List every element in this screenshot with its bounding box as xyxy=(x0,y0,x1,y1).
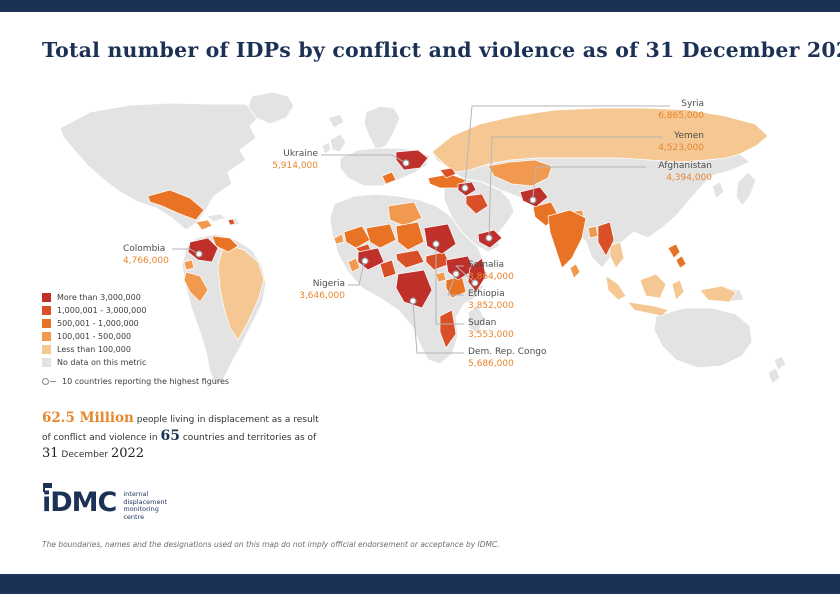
callout-afghanistan: Afghanistan 4,394,000 xyxy=(658,161,712,184)
callout-country: Ethiopia xyxy=(468,289,505,299)
tagline-line: displacement xyxy=(123,497,168,506)
leader-lines xyxy=(172,105,670,354)
legend-label: More than 3,000,000 xyxy=(57,293,141,302)
disclaimer-footnote: The boundaries, names and the designatio… xyxy=(42,540,500,549)
legend-note: 10 countries reporting the highest figur… xyxy=(42,377,252,386)
callout-value: 5,914,000 xyxy=(272,160,318,171)
summary-country-count: 65 xyxy=(160,428,180,444)
idmc-flag-icon xyxy=(43,483,52,492)
callout-country: Somalia xyxy=(468,260,505,270)
callout-yemen: Yemen 4,523,000 xyxy=(658,131,704,154)
legend-item: 1,000,001 - 3,000,000 xyxy=(42,305,252,316)
callout-country: Sudan xyxy=(468,318,497,328)
idmc-logo: iDMC internal displacement monitoring ce… xyxy=(42,483,167,521)
summary-line-2-pre: of conflict and violence in xyxy=(42,433,158,443)
summary-text: 62.5 Million people living in displaceme… xyxy=(42,410,372,463)
callout-country: Yemen xyxy=(674,131,704,141)
summary-line-2: of conflict and violence in 65 countries… xyxy=(42,428,372,446)
callout-country: Nigeria xyxy=(312,279,345,289)
legend-swatch xyxy=(42,293,51,302)
legend-swatch xyxy=(42,319,51,328)
legend-label: No data on this metric xyxy=(57,358,147,367)
idmc-logo-text: iDMC xyxy=(42,487,117,518)
legend-item: No data on this metric xyxy=(42,357,252,368)
legend-label: Less than 100,000 xyxy=(57,345,131,354)
callout-colombia: Colombia 4,766,000 xyxy=(123,244,169,267)
callout-country: Dem. Rep. Congo xyxy=(468,347,547,357)
callout-country: Syria xyxy=(681,99,704,109)
callout-ethiopia: Ethiopia 3,852,000 xyxy=(468,289,514,312)
callout-value: 5,686,000 xyxy=(468,358,514,369)
callout-sudan: Sudan 3,553,000 xyxy=(468,318,514,341)
legend-label: 100,001 - 500,000 xyxy=(57,332,132,341)
idmc-logo-tagline: internal displacement monitoring centre xyxy=(123,490,168,521)
idmc-logo-wordmark: iDMC xyxy=(42,483,117,518)
world-map-countries xyxy=(147,107,769,349)
callout-country: Afghanistan xyxy=(658,161,712,171)
legend-swatch xyxy=(42,358,51,367)
callout-country: Colombia xyxy=(123,244,166,254)
callout-somalia: Somalia 3,864,000 xyxy=(468,260,514,283)
page-title: Total number of IDPs by conflict and vio… xyxy=(42,38,840,62)
callout-value: 3,852,000 xyxy=(468,300,514,311)
tagline-line: monitoring xyxy=(123,505,159,513)
callout-value: 3,553,000 xyxy=(468,329,514,340)
legend-item: More than 3,000,000 xyxy=(42,292,252,303)
summary-date-year: 2022 xyxy=(110,446,145,461)
circle-marker-icon xyxy=(42,378,49,385)
summary-date-month: December xyxy=(61,450,109,460)
summary-line-1: 62.5 Million people living in displaceme… xyxy=(42,410,372,428)
top-border-bar xyxy=(0,0,840,12)
callout-value: 4,523,000 xyxy=(658,142,704,153)
callout-drc: Dem. Rep. Congo 5,686,000 xyxy=(468,347,547,370)
callout-country: Ukraine xyxy=(283,149,318,159)
callout-syria: Syria 6,865,000 xyxy=(658,99,704,122)
bottom-border-bar xyxy=(0,574,840,594)
country-markers xyxy=(195,159,537,305)
legend-item: Less than 100,000 xyxy=(42,344,252,355)
legend-item: 100,001 - 500,000 xyxy=(42,331,252,342)
tagline-line: internal xyxy=(123,490,149,498)
legend-swatch xyxy=(42,345,51,354)
map-legend: More than 3,000,000 1,000,001 - 3,000,00… xyxy=(42,292,252,386)
callout-value: 4,394,000 xyxy=(666,172,712,183)
legend-note-label: 10 countries reporting the highest figur… xyxy=(62,377,230,386)
summary-line-1-text: people living in displacement as a resul… xyxy=(136,415,319,425)
callout-value: 3,646,000 xyxy=(299,290,345,301)
dash-icon xyxy=(50,381,56,382)
callout-ukraine: Ukraine 5,914,000 xyxy=(272,149,318,172)
tagline-line: centre xyxy=(123,512,145,521)
summary-total: 62.5 Million xyxy=(42,410,134,426)
legend-swatch xyxy=(42,306,51,315)
legend-item: 500,001 - 1,000,000 xyxy=(42,318,252,329)
callout-value: 4,766,000 xyxy=(123,255,169,266)
summary-line-3: 31 December 2022 xyxy=(42,446,372,463)
callout-value: 3,864,000 xyxy=(468,271,514,282)
callout-value: 6,865,000 xyxy=(658,110,704,121)
legend-label: 1,000,001 - 3,000,000 xyxy=(57,306,147,315)
legend-label: 500,001 - 1,000,000 xyxy=(57,319,139,328)
legend-swatch xyxy=(42,332,51,341)
callout-nigeria: Nigeria 3,646,000 xyxy=(299,279,345,302)
summary-line-2-post: countries and territories as of xyxy=(182,433,317,443)
summary-date-day: 31 xyxy=(42,446,59,461)
